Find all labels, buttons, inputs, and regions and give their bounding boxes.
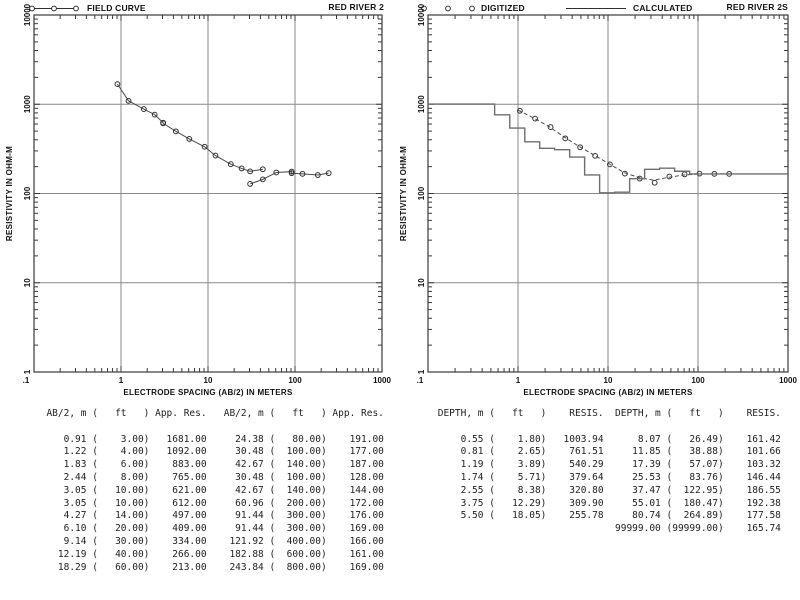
solid-line-icon (566, 7, 626, 9)
svg-text:10: 10 (204, 376, 213, 385)
apparent-resistivity-table: AB/2, m ( ft ) App. Res. AB/2, m ( ft ) … (46, 408, 384, 573)
svg-text:1: 1 (516, 376, 521, 385)
svg-text:RESISTIVITY IN OHM-M: RESISTIVITY IN OHM-M (5, 146, 14, 241)
model-fit-chart: .1 1 10 100 1000 1 10 100 1000 10000 ELECTRODE SPA… (400, 3, 797, 397)
svg-text:1000: 1000 (373, 376, 391, 385)
svg-text:1000: 1000 (417, 95, 426, 113)
svg-text:RESISTIVITY IN OHM-M: RESISTIVITY IN OHM-M (400, 146, 408, 241)
calculated-legend: CALCULATED (565, 2, 692, 14)
field-curve-chart: .1 1 10 100 1000 1 10 100 1000 10000 ELECTRODE SPA… (5, 3, 391, 397)
svg-text:.1: .1 (417, 376, 424, 385)
field-curve-legend-label: FIELD CURVE (87, 3, 146, 13)
svg-text:ELECTRODE SPACING (AB/2) IN ME: ELECTRODE SPACING (AB/2) IN METERS (123, 388, 293, 397)
calculated-legend-label: CALCULATED (633, 3, 693, 13)
svg-text:100: 100 (23, 186, 32, 200)
svg-text:10: 10 (417, 278, 426, 287)
layer-model-table: DEPTH, m ( ft ) RESIS. DEPTH, m ( ft ) R… (437, 408, 781, 535)
svg-text:1000: 1000 (23, 95, 32, 113)
right-chart-title: RED RIVER 2S (726, 2, 788, 12)
left-chart-title: RED RIVER 2 (328, 2, 384, 12)
svg-text:1: 1 (119, 376, 124, 385)
digitized-legend: DIGITIZED (419, 2, 525, 14)
svg-text:.1: .1 (23, 376, 30, 385)
svg-text:10000: 10000 (417, 3, 426, 26)
circle-markers-icon (421, 5, 475, 11)
svg-text:1: 1 (417, 369, 426, 374)
svg-text:100: 100 (691, 376, 705, 385)
svg-text:ELECTRODE SPACING (AB/2) IN ME: ELECTRODE SPACING (AB/2) IN METERS (523, 388, 693, 397)
svg-text:10000: 10000 (23, 3, 32, 26)
field-curve-legend: FIELD CURVE (28, 2, 146, 14)
svg-text:10: 10 (23, 278, 32, 287)
line-with-circles-icon (29, 5, 79, 11)
svg-text:10: 10 (604, 376, 613, 385)
svg-text:1000: 1000 (779, 376, 797, 385)
svg-text:100: 100 (288, 376, 302, 385)
svg-text:1: 1 (23, 369, 32, 374)
digitized-legend-label: DIGITIZED (481, 3, 525, 13)
svg-text:100: 100 (417, 186, 426, 200)
